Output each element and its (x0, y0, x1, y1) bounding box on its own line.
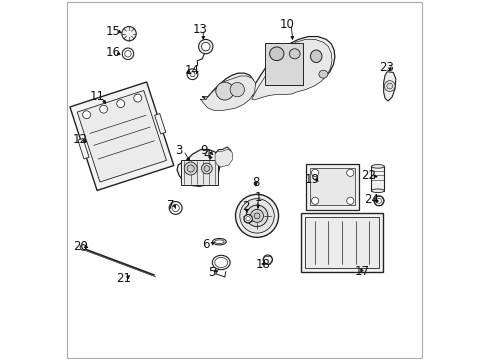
Ellipse shape (269, 47, 284, 60)
Text: 20: 20 (73, 240, 87, 253)
Circle shape (80, 244, 86, 250)
Text: 17: 17 (354, 265, 369, 278)
Polygon shape (70, 82, 173, 190)
Ellipse shape (212, 255, 230, 270)
Circle shape (235, 194, 278, 237)
Circle shape (203, 166, 209, 171)
Circle shape (250, 210, 263, 222)
Circle shape (122, 48, 133, 59)
Bar (305, 217, 378, 268)
Circle shape (201, 163, 212, 174)
Text: 11: 11 (89, 90, 104, 103)
Bar (305, 164, 359, 210)
Text: 8: 8 (252, 176, 259, 189)
Text: 1: 1 (254, 191, 262, 204)
Polygon shape (78, 139, 89, 159)
Circle shape (184, 162, 197, 175)
Circle shape (201, 42, 210, 51)
Ellipse shape (310, 50, 321, 63)
Text: 5: 5 (207, 266, 215, 279)
Circle shape (311, 197, 318, 204)
Text: 24: 24 (364, 193, 379, 206)
Circle shape (117, 100, 124, 108)
Circle shape (311, 169, 318, 176)
Circle shape (230, 82, 244, 97)
Ellipse shape (371, 165, 384, 168)
Circle shape (346, 169, 353, 176)
Circle shape (134, 94, 142, 102)
Circle shape (172, 204, 179, 212)
Text: 14: 14 (184, 64, 200, 77)
Circle shape (239, 199, 274, 233)
Polygon shape (154, 113, 165, 134)
Text: 16: 16 (105, 46, 120, 59)
Bar (371, 166, 384, 191)
Polygon shape (215, 149, 232, 167)
Polygon shape (200, 76, 255, 111)
Circle shape (254, 213, 260, 219)
Circle shape (100, 105, 107, 113)
Circle shape (244, 215, 252, 223)
Text: 6: 6 (202, 238, 209, 251)
Circle shape (245, 217, 250, 221)
Circle shape (263, 255, 272, 264)
Bar (301, 213, 382, 272)
Circle shape (122, 27, 136, 41)
Bar (180, 160, 218, 185)
Circle shape (124, 50, 131, 57)
Circle shape (346, 197, 353, 204)
Text: 12: 12 (73, 133, 87, 146)
Text: 3: 3 (175, 144, 183, 157)
Polygon shape (248, 37, 334, 96)
Ellipse shape (318, 70, 327, 78)
Text: 22: 22 (360, 169, 375, 182)
Text: 19: 19 (305, 173, 320, 186)
Text: 21: 21 (116, 272, 130, 285)
Polygon shape (216, 147, 230, 165)
Text: 15: 15 (106, 25, 121, 38)
Circle shape (198, 40, 212, 54)
Text: 23: 23 (378, 60, 393, 73)
Text: 18: 18 (255, 258, 270, 271)
Circle shape (82, 111, 90, 119)
Circle shape (246, 205, 267, 226)
Bar (265, 43, 303, 85)
Text: 4: 4 (203, 148, 210, 161)
Polygon shape (251, 40, 331, 99)
Circle shape (187, 69, 198, 80)
Circle shape (376, 198, 381, 203)
Polygon shape (77, 90, 166, 182)
Polygon shape (383, 72, 395, 101)
Ellipse shape (212, 238, 226, 245)
Text: 7: 7 (167, 199, 174, 212)
Ellipse shape (214, 240, 224, 243)
Polygon shape (177, 149, 220, 186)
Text: 13: 13 (192, 23, 207, 36)
Text: 10: 10 (280, 18, 294, 31)
Text: 2: 2 (242, 200, 249, 213)
Circle shape (386, 83, 392, 89)
Circle shape (187, 165, 194, 172)
Bar (310, 168, 354, 206)
Ellipse shape (371, 189, 384, 193)
Circle shape (215, 82, 233, 100)
Ellipse shape (214, 257, 227, 267)
Circle shape (169, 202, 182, 215)
Circle shape (384, 81, 394, 91)
Ellipse shape (289, 49, 300, 59)
Circle shape (373, 196, 383, 206)
Polygon shape (202, 73, 253, 108)
Text: 9: 9 (200, 144, 208, 157)
Circle shape (190, 72, 195, 77)
